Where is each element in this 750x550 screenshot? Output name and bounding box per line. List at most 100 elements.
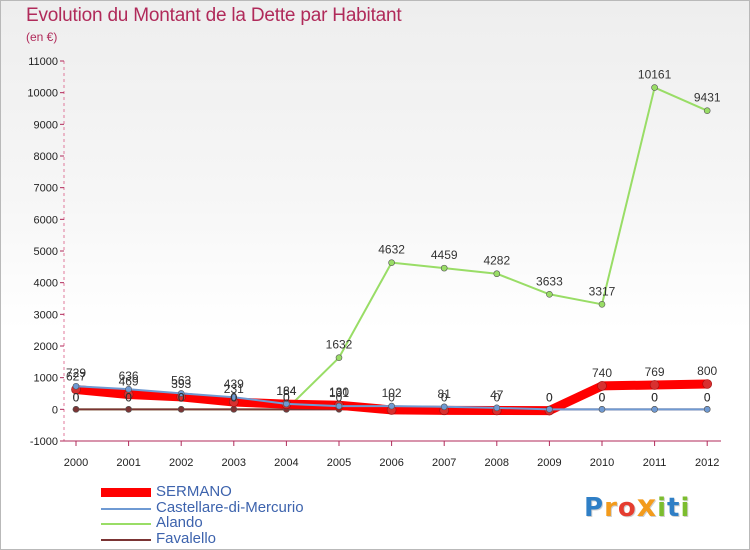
y-tick-label: 7000: [34, 183, 58, 195]
proxiti-logo: Proxiti: [584, 489, 691, 524]
data-label: 0: [178, 390, 185, 404]
x-tick-label: 2005: [327, 457, 351, 469]
data-label: 0: [230, 390, 237, 404]
x-tick-label: 2000: [64, 457, 88, 469]
data-label: 0: [336, 390, 343, 404]
data-point: [72, 406, 80, 413]
x-tick-label: 2004: [274, 457, 298, 469]
data-point: [703, 107, 711, 114]
data-point: [493, 270, 501, 278]
data-label: 0: [493, 390, 500, 404]
data-label: 0: [125, 390, 132, 404]
x-tick-label: 2011: [643, 457, 667, 469]
data-label: 10161: [638, 68, 672, 82]
data-label: 102: [382, 386, 402, 400]
data-label: 101: [329, 386, 349, 400]
data-point: [283, 400, 290, 408]
legend-swatch: [101, 538, 151, 541]
data-point: [177, 406, 185, 413]
y-tick-label: -1000: [30, 436, 58, 448]
data-point: [230, 406, 238, 413]
data-label: 0: [178, 390, 185, 404]
data-point: [651, 84, 658, 91]
data-label: 469: [119, 374, 139, 388]
y-tick-label: 9000: [34, 119, 58, 131]
data-label: 130: [329, 385, 349, 399]
y-tick-label: 10000: [27, 88, 58, 100]
data-label: 563: [171, 373, 191, 387]
data-point: [702, 379, 713, 389]
legend-label: Alando: [156, 514, 203, 531]
data-label: 636: [119, 369, 139, 383]
y-tick-label: 5000: [34, 246, 58, 258]
data-label: 0: [441, 390, 448, 404]
data-label: 184: [276, 384, 296, 398]
y-tick-label: 1000: [34, 373, 58, 385]
data-label: 439: [224, 377, 244, 391]
data-label: 3633: [536, 274, 563, 288]
data-label: 729: [66, 366, 86, 380]
data-label: 0: [651, 390, 658, 404]
legend-label: Castellare-di-Mercurio: [156, 498, 304, 516]
data-label: 393: [171, 377, 191, 391]
data-point: [72, 382, 80, 390]
data-point: [125, 406, 132, 413]
x-tick-label: 2006: [379, 457, 403, 469]
data-label: 164: [276, 384, 296, 398]
data-label: 231: [224, 382, 244, 396]
y-tick-label: 11000: [28, 56, 58, 68]
x-tick-label: 2007: [432, 457, 456, 469]
data-label: 4459: [431, 248, 458, 262]
legend-swatch: [101, 507, 151, 510]
data-label: 0: [599, 390, 606, 404]
data-point: [597, 381, 607, 391]
data-label: 0: [704, 390, 711, 404]
chart-title: Evolution du Montant de la Dette par Hab…: [26, 5, 402, 26]
y-tick-label: 6000: [34, 214, 58, 226]
data-label: 1632: [326, 338, 353, 352]
data-point: [230, 393, 238, 401]
data-point: [649, 380, 660, 390]
data-point: [335, 354, 343, 361]
data-point: [125, 385, 132, 393]
data-label: 0: [230, 390, 237, 404]
legend-swatch: [101, 523, 151, 525]
data-label: 0: [125, 390, 132, 404]
data-point: [335, 402, 343, 410]
data-label: 0: [283, 390, 290, 404]
data-point: [388, 402, 395, 410]
legend-label: SERMANO: [156, 483, 232, 500]
data-label: 0: [546, 390, 553, 404]
x-tick-label: 2001: [116, 457, 140, 469]
y-tick-label: 3000: [34, 309, 58, 321]
x-tick-label: 2010: [590, 457, 614, 469]
data-label: 81: [438, 387, 452, 401]
data-label: 0: [73, 390, 80, 404]
data-label: 0: [283, 390, 290, 404]
data-label: 9431: [694, 91, 721, 105]
legend-swatch: [101, 488, 151, 497]
data-label: 0: [73, 390, 80, 404]
data-label: 740: [592, 366, 612, 380]
data-point: [440, 403, 448, 411]
data-label: 769: [645, 365, 665, 379]
y-tick-label: 0: [52, 404, 58, 416]
data-label: 0: [651, 390, 658, 404]
data-point: [546, 290, 553, 298]
data-point: [703, 406, 711, 413]
data-label: 3317: [589, 284, 616, 298]
unit-label: (en €): [26, 30, 58, 44]
y-tick-label: 4000: [34, 278, 58, 290]
data-label: 627: [66, 369, 86, 383]
data-label: 800: [697, 364, 717, 378]
x-tick-label: 2002: [169, 457, 193, 469]
y-tick-label: 2000: [34, 341, 58, 353]
data-point: [440, 264, 448, 272]
data-label: 0: [388, 390, 395, 404]
data-point: [598, 406, 606, 413]
data-point: [598, 300, 606, 308]
data-point: [388, 259, 395, 266]
y-tick-label: 8000: [34, 151, 58, 163]
